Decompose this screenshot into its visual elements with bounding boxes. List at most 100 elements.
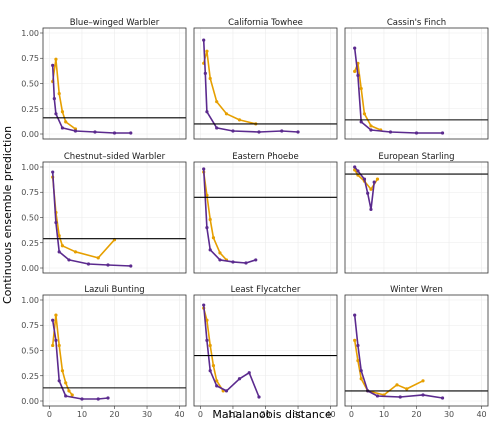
purple-series-point (369, 128, 373, 132)
purple-series-point (356, 343, 360, 348)
purple-series-point (64, 394, 68, 398)
purple-series-point (257, 130, 261, 134)
purple-series-point (202, 38, 206, 42)
purple-series-point (73, 129, 78, 133)
y-tick-label: 0.00 (21, 264, 39, 273)
orange-series-point (362, 112, 367, 116)
orange-series-point (60, 244, 65, 248)
purple-series-point (440, 131, 445, 135)
purple-series-point (353, 46, 357, 50)
orange-series-point (51, 343, 55, 348)
orange-series-point (375, 177, 380, 181)
y-tick-label: 0.50 (21, 80, 39, 89)
orange-series-point (205, 318, 209, 322)
panel-8: Least Flycatcher 0 10 20 30 40 (193, 285, 338, 419)
y-tick-label: 0.75 (21, 188, 39, 197)
purple-series-point (356, 169, 360, 173)
purple-series-point (208, 369, 212, 373)
purple-series-point (54, 112, 58, 116)
orange-series-point (205, 193, 209, 197)
panel-frame (193, 161, 338, 274)
orange-series-point (208, 217, 212, 222)
y-tick-label: 0.50 (21, 214, 39, 223)
purple-series-point (203, 71, 207, 75)
orange-series-point (356, 359, 360, 363)
purple-series-point (237, 377, 242, 381)
purple-series-point (205, 338, 209, 342)
y-tick-label: 0.50 (21, 347, 39, 356)
purple-series-point (129, 264, 133, 268)
panel-6: European Starling (344, 152, 489, 274)
orange-series-point (215, 379, 219, 383)
purple-series-point (57, 250, 61, 254)
y-tick-label: 0.25 (21, 105, 39, 114)
orange-series-point (211, 364, 216, 368)
y-tick-label: 1.00 (21, 296, 39, 305)
orange-series-point (60, 110, 65, 114)
orange-series-point (224, 112, 229, 116)
purple-series-point (414, 131, 419, 135)
x-tick-label: 40 (325, 410, 335, 419)
orange-series-point (215, 100, 219, 104)
y-tick-label: 0.75 (21, 54, 39, 63)
purple-series-point (57, 379, 61, 383)
purple-series-point (96, 397, 100, 401)
purple-series-point (215, 384, 219, 388)
orange-series-point (421, 379, 425, 383)
x-tick-label: 30 (444, 410, 454, 419)
x-tick-label: 20 (260, 410, 270, 419)
panel-frame (344, 161, 489, 274)
purple-series-point (205, 110, 209, 114)
purple-series-point (224, 389, 229, 393)
x-tick-label: 10 (228, 410, 238, 419)
orange-series-point (359, 377, 363, 381)
panel-frame (193, 27, 338, 140)
purple-series-point (129, 131, 133, 135)
panel-title: Chestnut–sided Warbler (64, 152, 166, 162)
purple-series-line (353, 315, 443, 399)
purple-series-point (51, 318, 55, 322)
panel-title: Blue–winged Warbler (70, 18, 160, 28)
panel-title: Least Flycatcher (231, 285, 301, 295)
purple-series-point (254, 258, 258, 262)
orange-series-line (202, 171, 228, 261)
x-tick-label: 0 (349, 410, 354, 419)
purple-series-point (54, 338, 58, 342)
orange-series-line (51, 58, 76, 130)
purple-series-point (353, 165, 357, 169)
purple-series-point (67, 258, 71, 262)
panel-title: Eastern Phoebe (232, 152, 299, 162)
purple-series-point (388, 130, 393, 134)
orange-series-point (369, 124, 373, 128)
purple-series-point (372, 180, 376, 184)
purple-series-point (208, 248, 212, 252)
y-tick-label: 1.00 (21, 29, 39, 38)
panel-frame (344, 27, 489, 140)
purple-series-point (80, 397, 84, 401)
purple-series-point (202, 167, 206, 171)
panel-title: Winter Wren (390, 285, 443, 295)
orange-series-point (211, 236, 216, 240)
purple-series-point (51, 170, 55, 174)
purple-series-point (421, 393, 425, 397)
x-tick-label: 0 (198, 410, 203, 419)
y-tick-label: 0.00 (21, 397, 39, 406)
purple-series-point (54, 220, 58, 225)
orange-series-point (70, 393, 74, 397)
x-tick-label: 40 (174, 410, 184, 419)
purple-series-point (375, 394, 380, 398)
orange-series-point (73, 250, 78, 254)
purple-series-point (60, 126, 65, 130)
orange-series-point (54, 57, 58, 61)
panel-2: California Towhee (193, 18, 338, 140)
purple-series-point (369, 207, 373, 212)
purple-series-point (353, 313, 357, 317)
panel-7: Lazuli Bunting 0.00 0.25 0.50 0.75 1.00 0 10 20 3… (21, 285, 187, 419)
orange-series-point (208, 343, 212, 348)
purple-series-point (356, 73, 360, 78)
panel-3: Cassin's Finch (344, 18, 489, 140)
y-axis-title: Continuous ensemble prediction (1, 126, 14, 304)
purple-series-point (257, 395, 261, 399)
